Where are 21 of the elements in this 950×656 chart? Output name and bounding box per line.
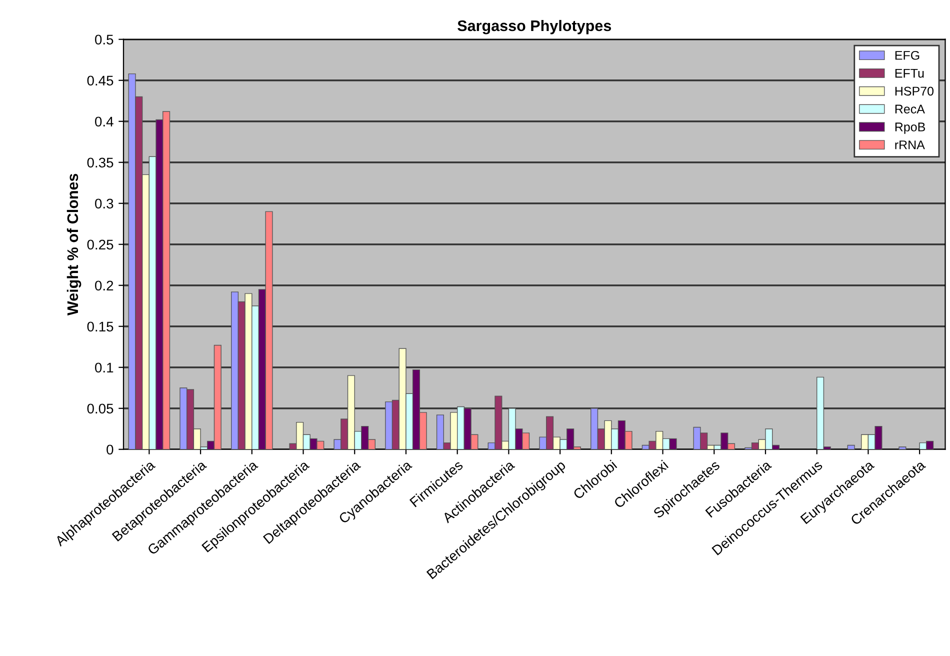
legend-label: RecA xyxy=(895,104,925,114)
legend-label: EFTu xyxy=(895,68,924,78)
legend-label: rRNA xyxy=(895,140,925,150)
y-tick-label: 0.5 xyxy=(95,34,114,45)
y-tick-label: 0.35 xyxy=(87,158,114,168)
chart-title: Sargasso Phylotypes xyxy=(458,20,612,34)
y-tick-label: 0.4 xyxy=(95,116,114,127)
y-axis-title: Weight % of Clones xyxy=(66,174,82,316)
legend-label: HSP70 xyxy=(895,86,934,96)
bar xyxy=(847,444,855,450)
y-tick-label: 0.1 xyxy=(95,362,114,373)
y-tick-label: 0.3 xyxy=(95,198,114,209)
legend-label: RpoB xyxy=(895,122,926,134)
y-tick-label: 0.25 xyxy=(87,240,114,250)
y-tick-label: 0.15 xyxy=(87,322,114,332)
legend-label: EFG xyxy=(895,50,920,60)
y-tick-label: 0.45 xyxy=(87,76,114,86)
y-tick-label: 0.05 xyxy=(87,404,114,414)
y-tick-label: 0 xyxy=(106,444,114,455)
y-tick-label: 0.2 xyxy=(95,280,114,291)
bar xyxy=(898,446,906,450)
